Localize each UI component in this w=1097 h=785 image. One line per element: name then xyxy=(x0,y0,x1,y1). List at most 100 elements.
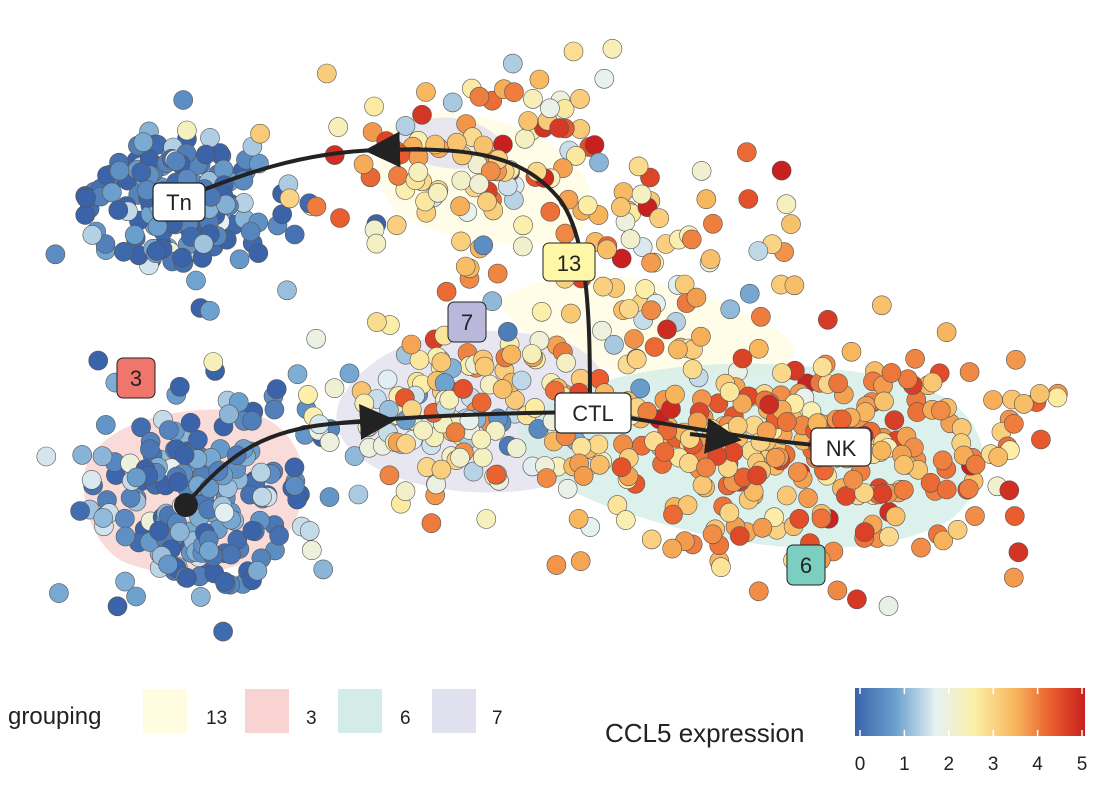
scatter-point xyxy=(570,551,591,572)
scatter-point xyxy=(682,359,703,380)
grouping-swatch-13 xyxy=(143,689,187,733)
trajectory-ctl-to-tn xyxy=(177,147,592,413)
scatter-point xyxy=(180,412,201,433)
scatter-point xyxy=(450,447,470,468)
scatter-point xyxy=(771,160,792,181)
scatter-point xyxy=(76,188,96,208)
scatter-point xyxy=(765,448,786,468)
scatter-point xyxy=(474,356,495,377)
scatter-point xyxy=(752,517,773,538)
scatter-point xyxy=(1003,567,1024,588)
scatter-point xyxy=(319,487,340,507)
scatter-point xyxy=(628,156,649,177)
scatter-point xyxy=(364,96,384,117)
ccl5-tick-label: 4 xyxy=(1032,754,1043,775)
scatter-point xyxy=(748,338,769,359)
scatter-point xyxy=(570,89,590,109)
scatter-point xyxy=(584,135,605,155)
scatter-point xyxy=(556,352,576,373)
scatter-point xyxy=(732,393,753,414)
scatter-point xyxy=(191,587,211,607)
scatter-point xyxy=(571,436,592,457)
scatter-point xyxy=(644,337,665,357)
cluster-label-7-text: 7 xyxy=(461,310,473,335)
scatter-point xyxy=(70,501,90,521)
scatter-point xyxy=(186,270,206,291)
scatter-point xyxy=(626,349,647,370)
scatter-point xyxy=(471,429,492,450)
scatter-point xyxy=(589,454,610,475)
scatter-point xyxy=(657,319,677,340)
scatter-point xyxy=(854,483,875,503)
scatter-point xyxy=(597,239,617,260)
scatter-point xyxy=(170,376,190,397)
scatter-point xyxy=(549,118,570,138)
scatter-point xyxy=(615,510,636,530)
scatter-point xyxy=(120,487,141,508)
scatter-point xyxy=(377,369,398,390)
scatter-point xyxy=(729,526,750,546)
scatter-point xyxy=(711,557,731,578)
scatter-point xyxy=(630,378,651,399)
scatter-point xyxy=(641,252,661,273)
cluster-label-3-text: 3 xyxy=(130,366,142,391)
scatter-point xyxy=(589,152,609,173)
scatter-point xyxy=(93,508,113,528)
scatter-point xyxy=(677,495,698,516)
scatter-point xyxy=(306,196,327,217)
scatter-point xyxy=(196,144,216,165)
cluster-label-3: 3 xyxy=(116,357,156,399)
scatter-point xyxy=(492,379,513,399)
scatter-point xyxy=(319,432,340,452)
scatter-point xyxy=(557,478,578,499)
scatter-point xyxy=(878,596,899,616)
scatter-point xyxy=(388,166,408,186)
scatter-point xyxy=(339,363,360,384)
scatter-point xyxy=(353,154,374,175)
grouping-legend-title: grouping xyxy=(8,703,101,730)
scatter-point xyxy=(1047,387,1068,408)
scatter-point xyxy=(700,249,721,270)
scatter-point xyxy=(250,123,270,144)
scatter-point xyxy=(287,364,308,385)
scatter-point xyxy=(200,300,220,321)
scatter-point xyxy=(213,621,233,642)
scatter-point xyxy=(777,412,797,432)
scatter-point xyxy=(193,234,214,254)
scatter-point xyxy=(871,440,892,461)
ccl5-tick-label: 0 xyxy=(855,754,866,775)
scatter-point xyxy=(502,53,523,74)
scatter-point xyxy=(573,466,594,486)
scatter-point xyxy=(82,225,103,245)
scatter-point xyxy=(965,454,986,475)
scatter-point xyxy=(518,111,539,131)
scatter-point xyxy=(248,243,269,263)
scatter-point xyxy=(789,508,810,529)
scatter-point xyxy=(879,526,899,547)
scatter-point xyxy=(451,231,471,252)
scatter-point xyxy=(421,513,442,534)
node-label-tn-text: Tn xyxy=(166,190,192,215)
scatter-point xyxy=(133,132,154,152)
scatter-point xyxy=(515,129,535,149)
scatter-point xyxy=(109,160,130,181)
scatter-point xyxy=(264,399,285,420)
scatter-point xyxy=(36,446,57,467)
scatter-point xyxy=(772,363,792,383)
node-label-tn: Tn xyxy=(152,182,206,222)
trajectory-root-to-ctl xyxy=(184,410,591,507)
grouping-legend-label-7: 7 xyxy=(492,708,503,729)
scatter-point xyxy=(885,506,906,527)
scatter-point xyxy=(199,540,219,561)
scatter-point xyxy=(540,98,560,119)
scatter-point xyxy=(691,161,712,181)
scatter-point xyxy=(905,348,925,369)
scatter-point xyxy=(696,189,717,209)
scatter-point xyxy=(831,409,852,430)
scatter-point xyxy=(214,502,235,523)
scatter-point xyxy=(301,540,322,561)
scatter-point xyxy=(366,233,387,254)
scatter-point xyxy=(872,483,893,504)
scatter-point xyxy=(854,522,875,542)
grouping-swatch-3 xyxy=(245,689,289,733)
